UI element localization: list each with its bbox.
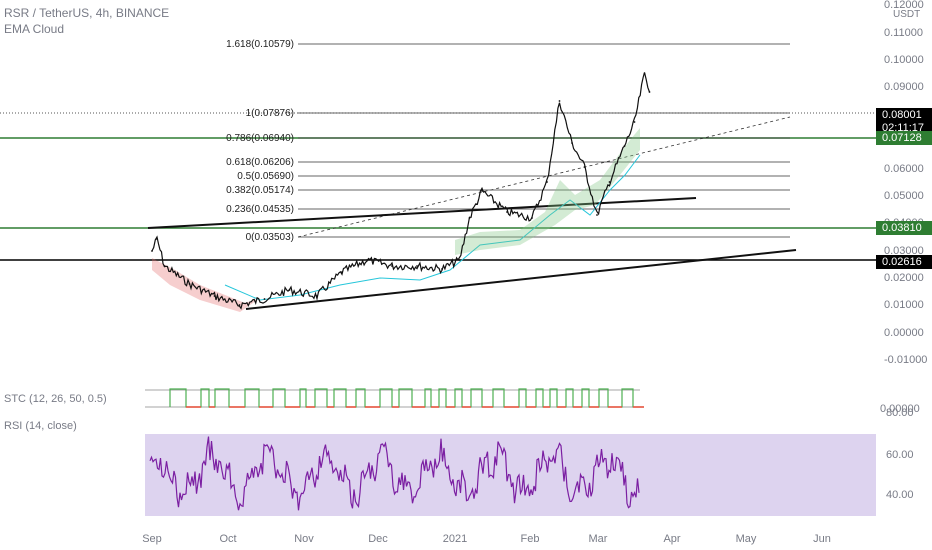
- stc-label: STC (12, 26, 50, 0.5): [4, 393, 107, 405]
- green-upper-tag: 0.07128: [876, 131, 932, 145]
- price-point: [596, 214, 598, 216]
- ema-cloud-bear: [152, 258, 260, 312]
- price-point: [263, 298, 266, 300]
- green-lower-tag: 0.03810: [876, 221, 932, 235]
- stc-line: [169, 388, 644, 408]
- indicator-label: EMA Cloud: [4, 22, 65, 36]
- trendlines: [147, 197, 797, 310]
- price-point: [571, 142, 573, 144]
- price-point: [481, 190, 483, 192]
- time-tick: Dec: [368, 533, 388, 545]
- time-tick: Mar: [589, 533, 608, 545]
- price-tick: 0.03000: [884, 245, 924, 257]
- time-tick: Apr: [663, 533, 680, 545]
- fib-label: 0(0.03503): [246, 232, 294, 243]
- price-point: [468, 217, 471, 219]
- price-point: [188, 283, 191, 285]
- fib-retracement: 1.618(0.10579) 1(0.07876) 0.786(0.06940) 0.…: [226, 39, 791, 243]
- price-unit: USDT: [893, 9, 920, 20]
- price-line: [151, 72, 651, 310]
- fib-label: 1.618(0.10579): [226, 39, 294, 50]
- price-tick: -0.01000: [884, 354, 927, 366]
- price-tick: 0.00000: [884, 327, 924, 339]
- stc-pane: [145, 388, 644, 408]
- rsi-tick: 80.00: [886, 407, 914, 419]
- price-point: [416, 265, 418, 267]
- lower-trendline: [245, 249, 797, 310]
- price-point: [558, 100, 561, 102]
- time-tick: Nov: [294, 533, 314, 545]
- time-tick: Sep: [142, 533, 162, 545]
- price-point: [441, 268, 443, 270]
- price-point: [506, 211, 508, 213]
- price-point: [366, 259, 368, 261]
- price-point: [156, 238, 158, 240]
- fib-label: 0.382(0.05174): [226, 185, 294, 196]
- price-tick: 0.01000: [884, 299, 924, 311]
- price-tick-top: 0.12000: [884, 0, 924, 11]
- price-point: [648, 91, 651, 93]
- fib-label: 0.618(0.06206): [226, 157, 294, 168]
- rsi-tick: 40.00: [886, 489, 914, 501]
- fib-label: 0.786(0.06940): [226, 133, 294, 144]
- price-point: [163, 265, 166, 267]
- rsi-line: [149, 436, 640, 511]
- price-tick: 0.02000: [884, 272, 924, 284]
- stc-axis-tick: 0.00000: [880, 403, 920, 415]
- price-point: [623, 145, 626, 147]
- fib-label: 1(0.07876): [246, 108, 294, 119]
- price-tick: 0.05000: [884, 190, 924, 202]
- price-tick: 0.09000: [884, 81, 924, 93]
- rsi-pane: [145, 434, 876, 516]
- price-point: [643, 73, 646, 75]
- time-tick: Jun: [813, 533, 831, 545]
- fib-label: 0.236(0.04535): [226, 204, 294, 215]
- fib-label: 0.5(0.05690): [237, 171, 294, 182]
- price-point: [238, 304, 241, 306]
- price-point: [633, 121, 636, 123]
- rsi-label: RSI (14, close): [4, 420, 77, 432]
- price-point: [341, 271, 343, 273]
- rsi-tick: 60.00: [886, 449, 914, 461]
- price-point: [316, 295, 318, 297]
- time-tick: Feb: [521, 533, 540, 545]
- price-point: [458, 259, 461, 261]
- time-tick: Oct: [219, 533, 236, 545]
- price-point: [151, 250, 153, 252]
- price-point: [531, 217, 533, 219]
- price-point: [391, 265, 393, 267]
- fib-diagonal: [297, 116, 791, 238]
- price-tick: 0.06000: [884, 163, 924, 175]
- last-price-tag: 0.08001: [876, 108, 932, 122]
- price-point: [288, 289, 291, 291]
- price-point: [213, 295, 216, 297]
- price-point: [583, 166, 586, 168]
- ema-cloud: [152, 128, 641, 312]
- upper-trendline: [147, 197, 697, 229]
- time-tick: 2021: [443, 533, 467, 545]
- price-tick: 0.10000: [884, 54, 924, 66]
- black-level-tag: 0.02616: [876, 255, 932, 269]
- price-axis[interactable]: 0.110000.100000.090000.080000.070000.060…: [880, 0, 927, 501]
- symbol-title: RSR / TetherUS, 4h, BINANCE: [4, 6, 170, 20]
- horizontal-levels: [0, 112, 876, 261]
- ema-cloud-bull: [455, 128, 640, 255]
- time-tick: May: [736, 533, 757, 545]
- price-point: [546, 181, 548, 183]
- price-series: [151, 72, 651, 310]
- price-point: [608, 181, 611, 183]
- ema-fast-line: [224, 154, 641, 301]
- time-axis[interactable]: Sep Oct Nov Dec 2021 Feb Mar Apr May Jun: [142, 533, 831, 545]
- price-tick: 0.11000: [884, 27, 923, 39]
